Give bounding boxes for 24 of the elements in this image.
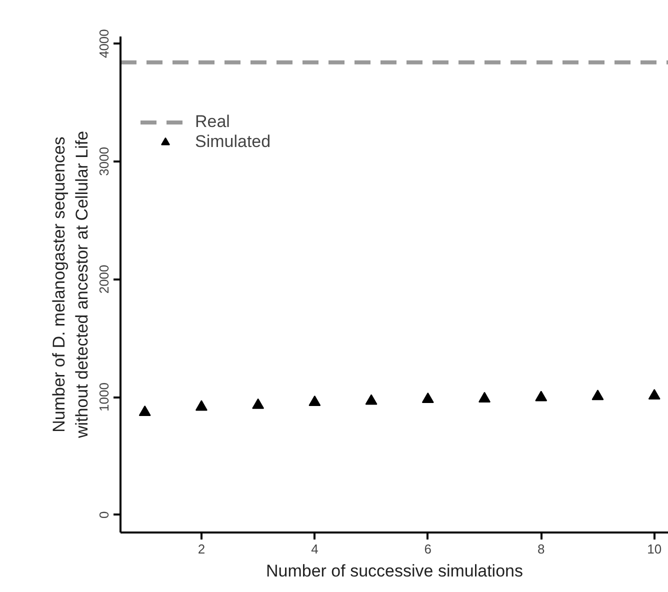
point — [422, 392, 434, 404]
point — [195, 400, 208, 411]
point — [138, 405, 151, 416]
point — [308, 395, 321, 406]
x-tick-label: 10 — [647, 542, 662, 556]
x-tick-label: 6 — [424, 542, 432, 556]
x-tick-label: 4 — [311, 542, 318, 556]
y-tick-label: 1000 — [96, 382, 112, 412]
point — [648, 388, 660, 400]
point — [592, 390, 604, 400]
y-tick-label: 2000 — [96, 264, 112, 294]
x-tick-label: 2 — [198, 542, 206, 556]
legend-label: Real — [195, 112, 230, 132]
point — [478, 392, 491, 402]
x-tick-label: 8 — [538, 542, 545, 556]
point — [535, 390, 548, 402]
point — [365, 394, 378, 405]
y-tick-label: 3000 — [96, 146, 112, 176]
y-tick-label: 0 — [96, 511, 112, 518]
point — [252, 398, 264, 409]
y-tick-label: 4000 — [96, 29, 112, 58]
legend-label: Simulated — [195, 132, 271, 152]
y-axis-title: Number of D. melanogaster sequences without detected ancestor at Cellular Life — [50, 130, 92, 440]
x-axis-title: Number of successive simulations — [266, 562, 523, 580]
